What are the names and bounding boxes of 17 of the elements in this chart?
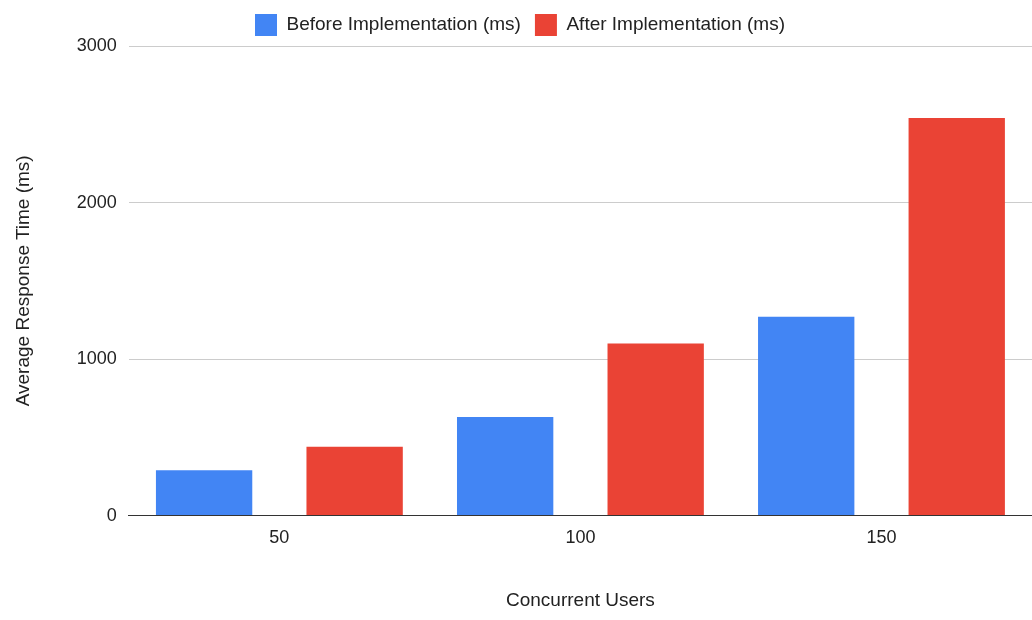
legend-label: Before Implementation (ms) xyxy=(286,13,521,35)
y-tick-label: 1000 xyxy=(76,348,117,369)
y-tick-label: 0 xyxy=(106,504,117,525)
x-tick-label: 100 xyxy=(565,527,596,548)
bar xyxy=(306,446,403,516)
y-tick-label: 2000 xyxy=(76,191,117,212)
y-tick-label: 3000 xyxy=(76,34,117,55)
y-axis-title: Average Response Time (ms) xyxy=(11,155,33,407)
x-tick-label: 50 xyxy=(269,527,290,548)
bar xyxy=(607,343,704,516)
x-tick-label: 150 xyxy=(866,527,897,548)
bar xyxy=(155,470,253,516)
bar xyxy=(758,316,855,516)
legend-label: After Implementation (ms) xyxy=(566,13,786,35)
bar xyxy=(908,118,1005,516)
x-axis-title: Concurrent Users xyxy=(505,588,655,610)
bar xyxy=(456,416,554,516)
